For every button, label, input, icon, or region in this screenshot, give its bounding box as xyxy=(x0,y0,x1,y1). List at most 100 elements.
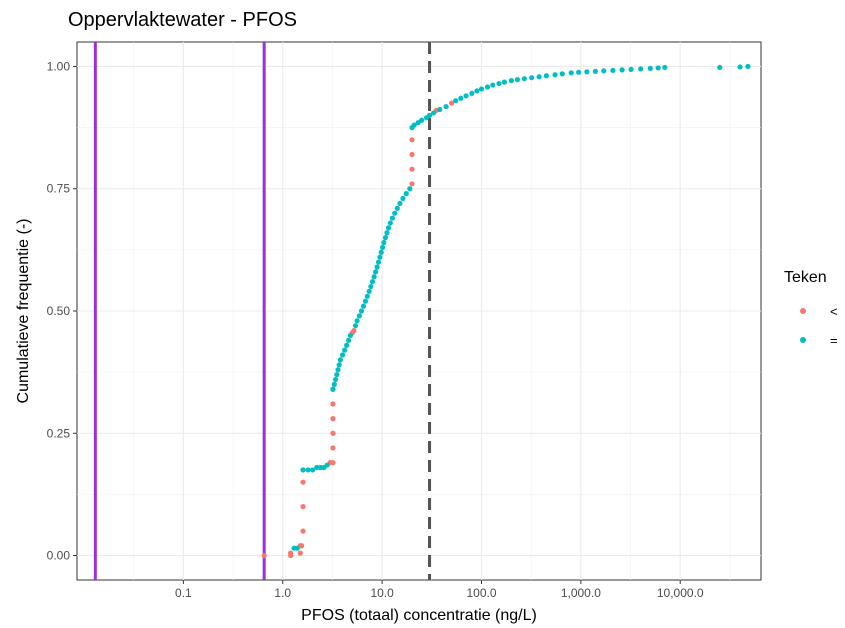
point-equal xyxy=(426,112,433,118)
point-equal xyxy=(568,70,574,76)
y-tick-label: 0.00 xyxy=(47,549,71,563)
point-less-than xyxy=(299,543,305,549)
point-less-than xyxy=(448,100,455,106)
point-equal xyxy=(529,75,535,81)
point-equal xyxy=(387,220,393,226)
point-equal xyxy=(508,78,514,84)
point-equal xyxy=(521,76,527,82)
x-axis-title: PFOS (totaal) concentratie (ng/L) xyxy=(301,607,537,624)
point-equal xyxy=(400,195,406,202)
point-less-than xyxy=(300,504,306,510)
point-equal xyxy=(344,342,350,348)
point-equal xyxy=(294,545,300,551)
point-equal xyxy=(331,381,337,387)
point-equal xyxy=(638,66,644,72)
point-equal xyxy=(437,106,443,113)
point-equal xyxy=(389,215,396,221)
point-less-than xyxy=(351,327,357,334)
point-equal xyxy=(501,79,507,85)
point-less-than xyxy=(261,552,267,559)
point-equal xyxy=(394,205,400,211)
point-equal xyxy=(411,122,417,128)
point-less-than xyxy=(300,528,306,534)
point-equal xyxy=(385,225,392,231)
point-equal xyxy=(352,323,359,329)
point-equal xyxy=(368,283,374,290)
legend-label: = xyxy=(830,333,838,348)
point-equal xyxy=(619,67,625,73)
point-equal xyxy=(431,110,437,116)
point-equal xyxy=(662,64,668,71)
point-equal xyxy=(610,67,616,73)
y-axis-title: Cumulatieve frequentie (-) xyxy=(15,219,32,404)
y-tick-label: 0.25 xyxy=(47,426,71,440)
point-equal xyxy=(490,82,496,88)
y-tick-label: 0.50 xyxy=(47,304,71,318)
point-less-than xyxy=(300,479,306,485)
point-equal xyxy=(543,73,549,79)
point-equal xyxy=(745,63,751,70)
point-equal xyxy=(514,77,521,83)
x-tick-label: 10.0 xyxy=(370,586,394,600)
point-equal xyxy=(356,313,362,319)
point-less-than xyxy=(330,460,336,466)
point-equal xyxy=(381,239,387,246)
x-tick-label: 1.0 xyxy=(274,586,291,600)
point-equal xyxy=(458,95,464,101)
point-equal xyxy=(374,264,380,270)
grid-layer xyxy=(77,42,761,580)
point-equal xyxy=(559,71,565,77)
point-less-than xyxy=(330,416,336,422)
point-equal xyxy=(373,269,379,275)
point-equal xyxy=(371,274,377,280)
point-equal xyxy=(310,467,316,473)
point-equal xyxy=(339,352,346,358)
point-equal xyxy=(397,200,403,206)
point-equal xyxy=(552,72,558,78)
point-equal xyxy=(337,357,343,363)
point-equal xyxy=(305,467,311,473)
point-equal xyxy=(469,90,475,96)
point-equal xyxy=(474,88,480,94)
point-equal xyxy=(592,68,598,74)
point-equal xyxy=(360,303,367,309)
point-equal xyxy=(601,68,607,74)
point-equal xyxy=(375,259,382,265)
point-equal xyxy=(347,332,354,339)
axis-ticks: 0.1 1.0 10.0 100.0 1,000.0 10,000.0 0.00 0.25 0.… xyxy=(47,59,704,600)
point-equal xyxy=(300,467,306,473)
x-tick-label: 0.1 xyxy=(175,586,192,600)
point-equal xyxy=(354,318,360,324)
legend-key-equal xyxy=(800,337,806,343)
point-equal xyxy=(463,93,469,99)
point-equal xyxy=(737,64,743,70)
legend-title: Teken xyxy=(784,269,827,286)
point-equal xyxy=(655,65,661,71)
point-equal xyxy=(628,66,634,72)
point-equal xyxy=(403,191,409,197)
x-tick-label: 1,000.0 xyxy=(561,586,601,600)
point-equal xyxy=(379,244,386,251)
point-equal xyxy=(717,64,723,71)
point-equal xyxy=(364,293,370,299)
point-equal xyxy=(378,249,384,255)
point-equal xyxy=(330,386,336,392)
point-equal xyxy=(324,462,330,468)
point-equal xyxy=(362,298,369,304)
point-less-than xyxy=(409,166,415,172)
point-less-than xyxy=(297,550,303,556)
point-less-than xyxy=(409,151,415,158)
point-equal xyxy=(346,337,352,343)
point-equal xyxy=(332,376,339,383)
point-equal xyxy=(496,80,502,87)
point-equal xyxy=(366,288,372,295)
point-equal xyxy=(335,367,341,373)
point-equal xyxy=(443,103,449,110)
point-equal xyxy=(392,210,398,216)
point-equal xyxy=(419,117,425,123)
point-equal xyxy=(584,69,590,75)
point-equal xyxy=(384,230,390,236)
point-equal xyxy=(314,464,320,471)
point-less-than xyxy=(330,430,336,436)
